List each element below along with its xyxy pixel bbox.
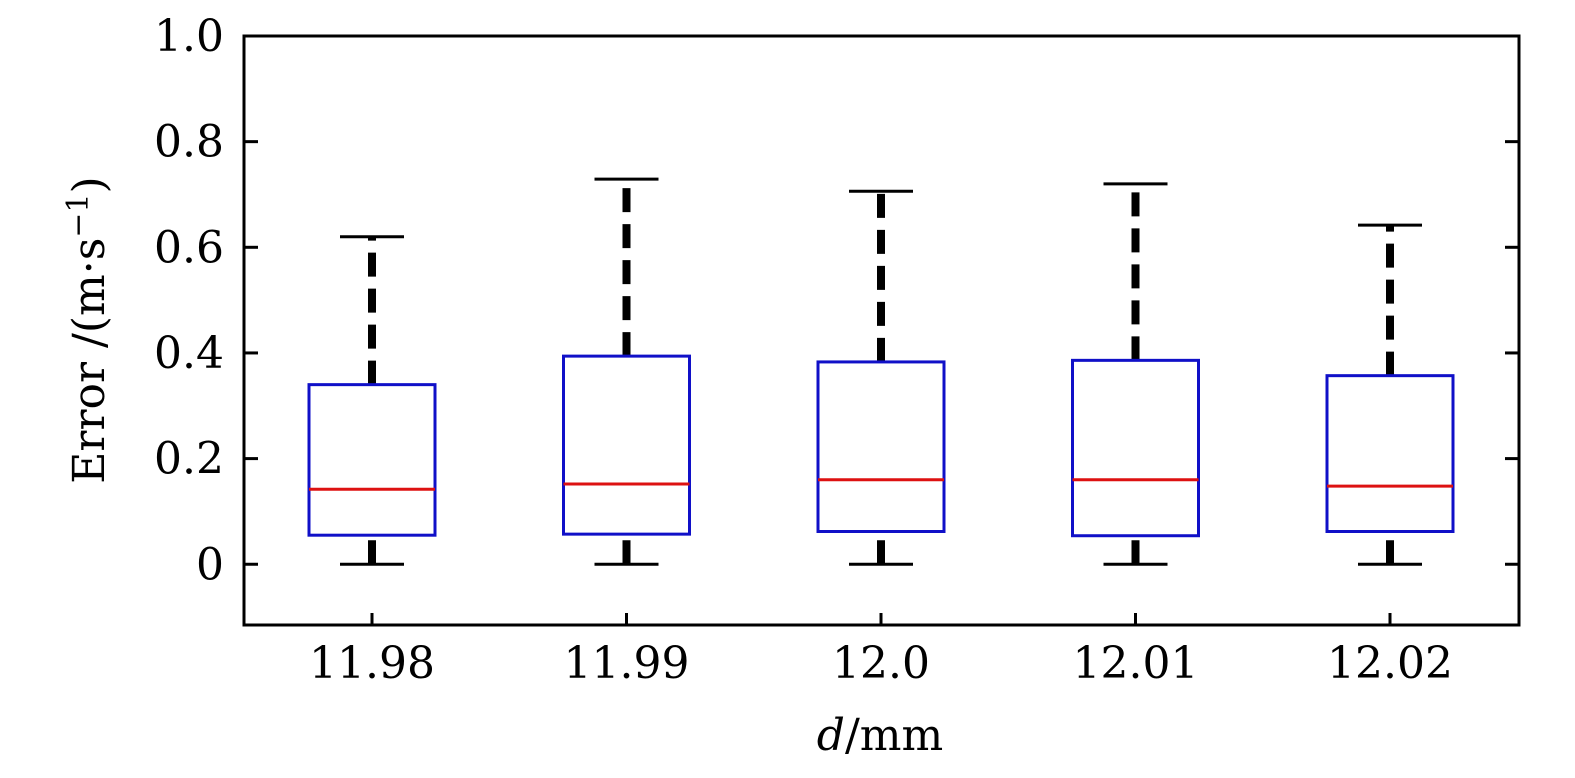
x-axis-variable: d — [817, 710, 845, 761]
box-iqr — [1327, 376, 1453, 532]
box-group — [818, 191, 944, 564]
box-group — [309, 237, 435, 565]
x-tick-label: 12.02 — [1327, 638, 1453, 689]
box-iqr — [309, 385, 435, 536]
plot-area — [309, 179, 1453, 564]
y-tick-label: 0.6 — [154, 222, 224, 273]
y-axis-label-exponent: −1 — [61, 193, 96, 237]
box-group — [1327, 225, 1453, 564]
box-iqr — [1073, 360, 1199, 535]
y-tick-label: 0 — [196, 539, 224, 590]
x-tick-label: 12.01 — [1073, 638, 1199, 689]
x-tick-label: 11.98 — [309, 638, 435, 689]
x-axis-unit: /mm — [845, 710, 943, 761]
box-group — [564, 179, 690, 564]
x-tick-label: 12.0 — [832, 638, 930, 689]
y-tick-label: 1.0 — [154, 11, 224, 62]
x-tick-label: 11.99 — [564, 638, 690, 689]
box-iqr — [564, 356, 690, 534]
boxplot-chart: 0 0.2 0.4 0.6 0.8 1.0 11.98 11.99 12.0 12.01 12.0… — [0, 0, 1575, 778]
y-axis-label-main: Error /(m·s — [64, 238, 115, 484]
box-iqr — [818, 362, 944, 532]
x-axis-label: d/mm — [817, 710, 943, 761]
box-group — [1073, 184, 1199, 564]
y-axis-label-close: ) — [64, 176, 115, 193]
y-tick-label: 0.4 — [154, 328, 224, 379]
y-axis-label: Error /(m·s−1) — [61, 176, 115, 483]
y-tick-label: 0.8 — [154, 117, 224, 168]
y-tick-label: 0.2 — [154, 434, 224, 485]
